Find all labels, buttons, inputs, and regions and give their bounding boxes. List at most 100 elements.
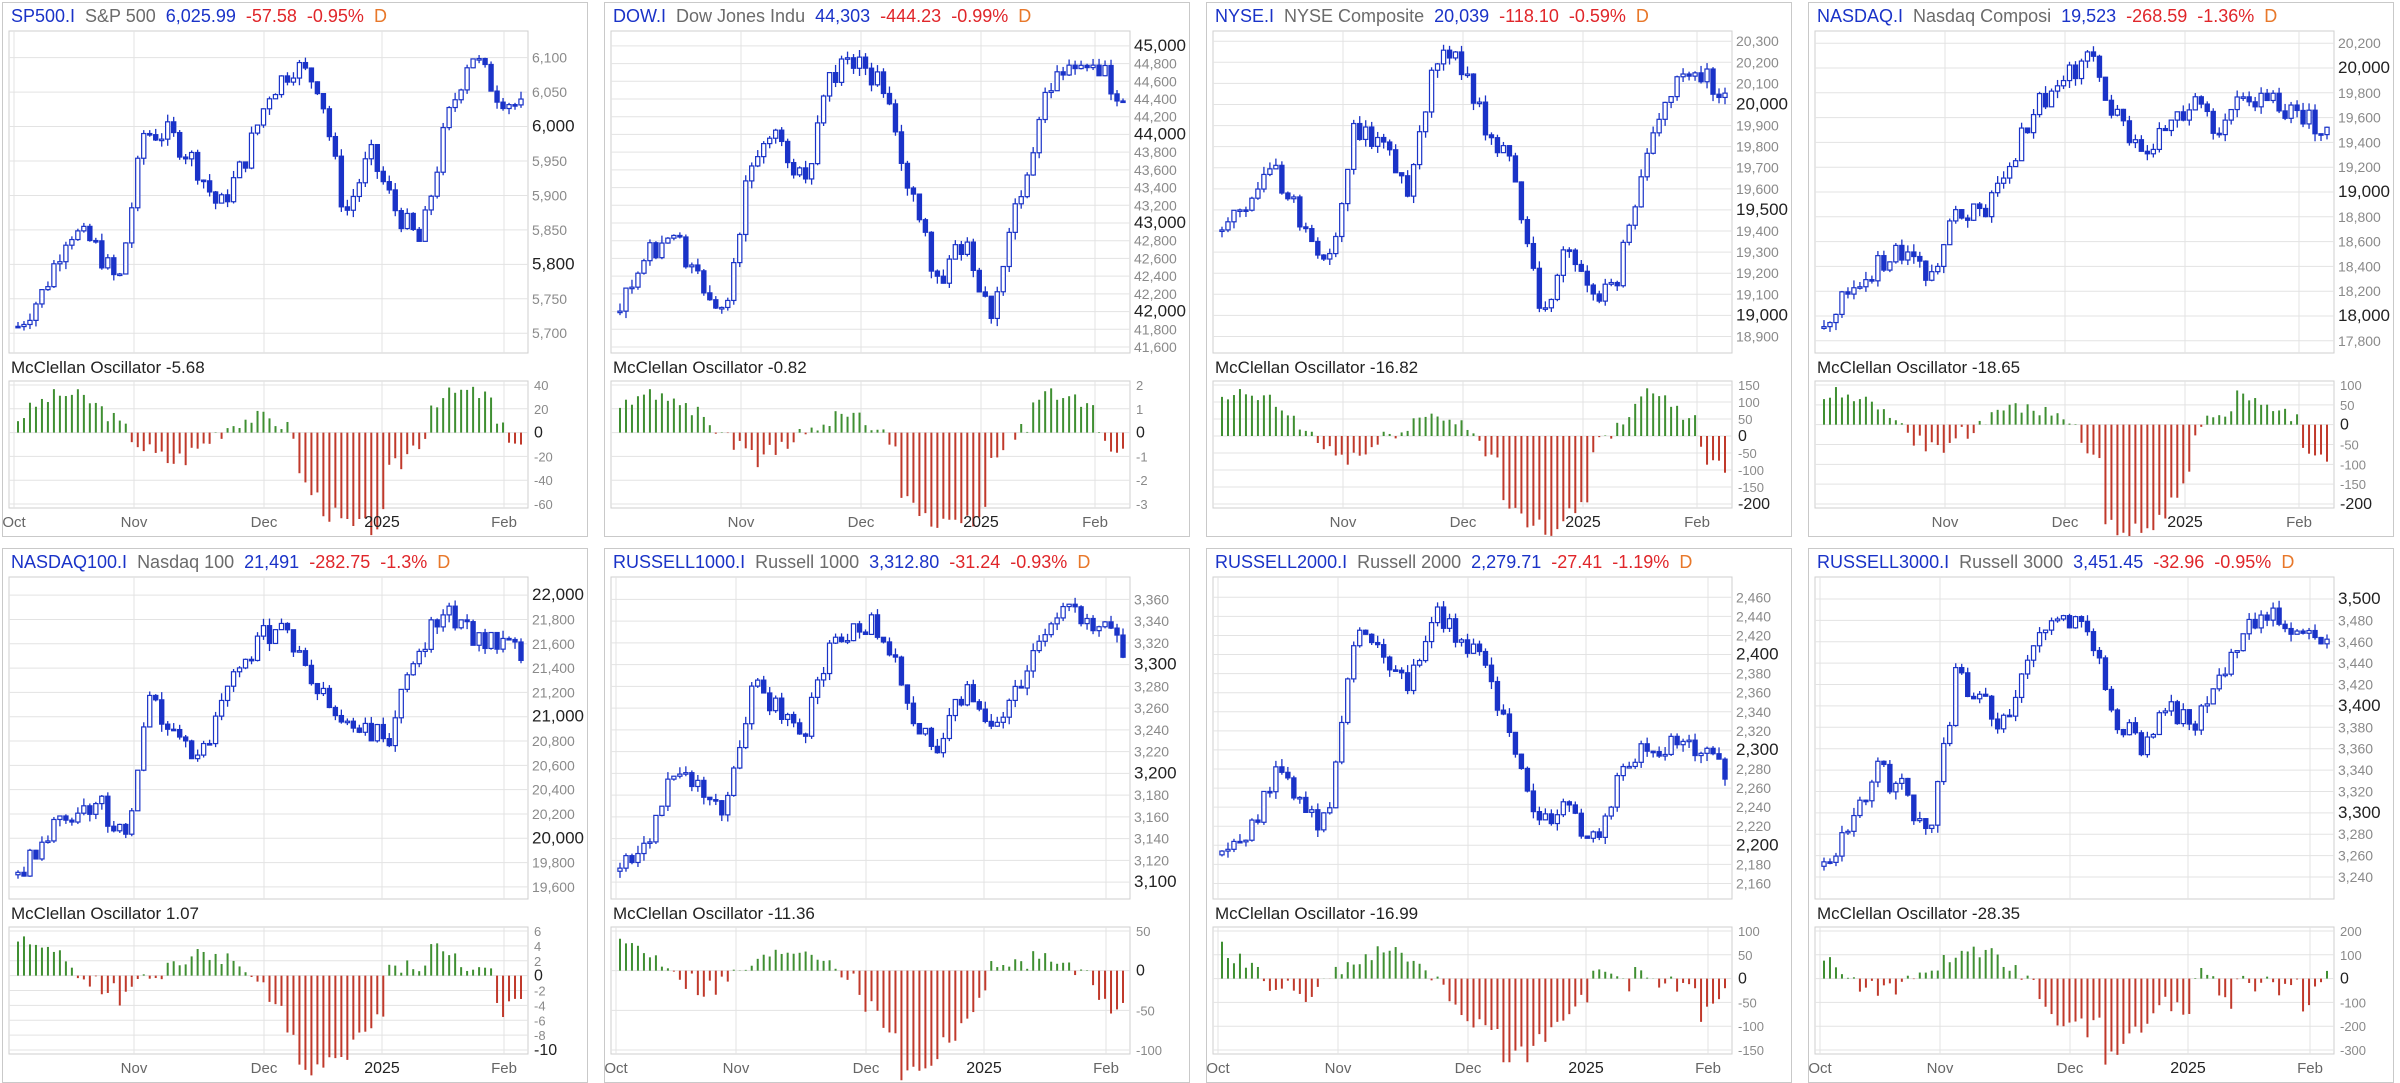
- candle-body-up: [356, 182, 363, 198]
- candle-body-down: [904, 162, 911, 189]
- period-indicator[interactable]: D: [2264, 6, 2278, 26]
- candle-body-down: [1584, 270, 1590, 286]
- price-tick-label: 3,240: [1134, 722, 1169, 738]
- candle: [1398, 172, 1405, 184]
- period-indicator[interactable]: D: [1018, 6, 1032, 26]
- price-tick-label: 17,800: [2338, 333, 2381, 349]
- candle-body-up: [212, 715, 219, 745]
- candle-body-down: [1458, 51, 1465, 76]
- candle-body-down: [1971, 695, 1977, 700]
- candle: [886, 637, 893, 657]
- candle: [1357, 627, 1363, 648]
- candle-body-down: [868, 67, 875, 86]
- price-chart-svg[interactable]: 45,00044,80044,60044,40044,20044,00043,8…: [605, 3, 1189, 536]
- candle-body-down: [1899, 244, 1905, 261]
- candle: [784, 138, 791, 169]
- candle-body-down: [2192, 723, 2198, 731]
- candle: [2042, 629, 2049, 641]
- period-indicator[interactable]: D: [1679, 552, 1693, 572]
- symbol-link[interactable]: RUSSELL2000.I: [1215, 552, 1348, 572]
- candle-body-down: [1464, 639, 1471, 654]
- candle-body-down: [153, 134, 159, 141]
- candle-body-down: [2042, 93, 2049, 108]
- candle: [743, 716, 749, 750]
- symbol-link[interactable]: DOW.I: [613, 6, 666, 26]
- candle: [641, 836, 647, 861]
- candle-body-down: [1827, 861, 1833, 864]
- x-axis-label: Feb: [2286, 514, 2312, 531]
- candle-body-down: [1644, 743, 1650, 752]
- candle-body-up: [194, 754, 201, 760]
- candle: [1536, 261, 1543, 313]
- price-tick-label: 44,400: [1134, 91, 1177, 107]
- price-tick-label: 20,200: [2338, 35, 2381, 51]
- period-indicator[interactable]: D: [373, 6, 387, 26]
- candle: [1374, 635, 1381, 649]
- candle: [428, 194, 434, 216]
- chart-panel-nasdaq[interactable]: NASDAQ.I Nasdaq Composi 19,523 -268.59 -1.36…: [1808, 2, 2394, 537]
- candle-body-up: [1971, 203, 1977, 221]
- symbol-link[interactable]: NYSE.I: [1215, 6, 1275, 26]
- period-indicator[interactable]: D: [2281, 552, 2295, 572]
- candle-body-down: [2072, 64, 2079, 80]
- candle-body-down: [512, 638, 518, 643]
- symbol-link[interactable]: NASDAQ.I: [1817, 6, 1904, 26]
- period-indicator[interactable]: D: [1635, 6, 1649, 26]
- price-chart-svg[interactable]: 20,20020,00019,80019,60019,40019,20019,0…: [1809, 3, 2393, 536]
- candle: [2204, 101, 2210, 117]
- candle: [1291, 775, 1297, 801]
- period-indicator[interactable]: D: [1077, 552, 1091, 572]
- candle: [2198, 95, 2204, 109]
- chart-panel-russell1000[interactable]: RUSSELL1000.I Russell 1000 3,312.80 -31.24-…: [604, 548, 1190, 1083]
- candle: [188, 150, 195, 167]
- candle: [1572, 801, 1578, 815]
- symbol-link[interactable]: RUSSELL1000.I: [613, 552, 746, 572]
- candle-body-down: [2180, 111, 2186, 121]
- candle: [1072, 60, 1078, 75]
- candle-body-up: [2054, 618, 2061, 622]
- candle-body-up: [2180, 709, 2186, 725]
- period-indicator[interactable]: D: [437, 552, 451, 572]
- candle: [1422, 111, 1429, 138]
- candle-body-down: [1267, 790, 1273, 794]
- candle: [206, 174, 213, 197]
- price-chart-svg[interactable]: 3,5003,4803,4603,4403,4203,4003,3803,360…: [1809, 549, 2393, 1082]
- oscillator-tick-label: -2: [534, 984, 546, 999]
- candle-body-up: [362, 158, 369, 184]
- price-chart-svg[interactable]: 22,00021,80021,60021,40021,20021,00020,8…: [3, 549, 587, 1082]
- candle-body-down: [332, 135, 339, 157]
- candle: [2024, 127, 2031, 134]
- chart-panel-russell2000[interactable]: RUSSELL2000.I Russell 2000 2,279.71 -27.41-…: [1206, 548, 1792, 1083]
- candle: [1833, 852, 1839, 867]
- price-chart-svg[interactable]: 2,4602,4402,4202,4002,3802,3602,3402,320…: [1207, 549, 1791, 1082]
- candle: [964, 680, 971, 707]
- candle: [2270, 90, 2276, 104]
- symbol-link[interactable]: SP500.I: [11, 6, 76, 26]
- candle-body-up: [1941, 742, 1947, 783]
- candle: [117, 272, 123, 277]
- candle: [1887, 760, 1893, 795]
- chart-panel-sp500[interactable]: SP500.I S&P 500 6,025.99 -57.58 -0.95% D 6,100…: [2, 2, 588, 537]
- chart-panel-dow[interactable]: DOW.I Dow Jones Indu 44,303 -444.23 -0.99% D 4…: [604, 2, 1190, 537]
- price-chart-svg[interactable]: 3,3603,3403,3203,3003,2803,2603,2403,220…: [605, 549, 1189, 1082]
- candle: [2312, 624, 2318, 640]
- symbol-link[interactable]: RUSSELL3000.I: [1817, 552, 1950, 572]
- chart-panel-nasdaq100[interactable]: NASDAQ100.I Nasdaq 100 21,491 -282.75 -1.3% D…: [2, 548, 588, 1083]
- candle: [916, 722, 923, 735]
- price-tick-label: 21,600: [532, 636, 575, 652]
- price-chart-svg[interactable]: 20,30020,20020,10020,00019,90019,80019,7…: [1207, 3, 1791, 536]
- price-tick-label: 2,320: [1736, 723, 1771, 739]
- candle: [832, 64, 839, 88]
- index-name: Russell 1000: [755, 552, 860, 572]
- candle: [87, 803, 93, 822]
- chart-panel-russell3000[interactable]: RUSSELL3000.I Russell 3000 3,451.45 -32.96-…: [1808, 548, 2394, 1083]
- candle-body-up: [1024, 670, 1030, 689]
- candle-body-up: [141, 726, 147, 771]
- price-chart-svg[interactable]: 6,1006,0506,0005,9505,9005,8505,8005,750…: [3, 3, 587, 536]
- candle-body-down: [958, 698, 965, 706]
- chart-panel-nyse[interactable]: NYSE.I NYSE Composite 20,039 -118.10 -0.59% D…: [1206, 2, 1792, 537]
- candle-body-down: [1512, 731, 1519, 755]
- symbol-link[interactable]: NASDAQ100.I: [11, 552, 128, 572]
- candle-body-up: [2072, 616, 2079, 629]
- candle: [1560, 798, 1567, 818]
